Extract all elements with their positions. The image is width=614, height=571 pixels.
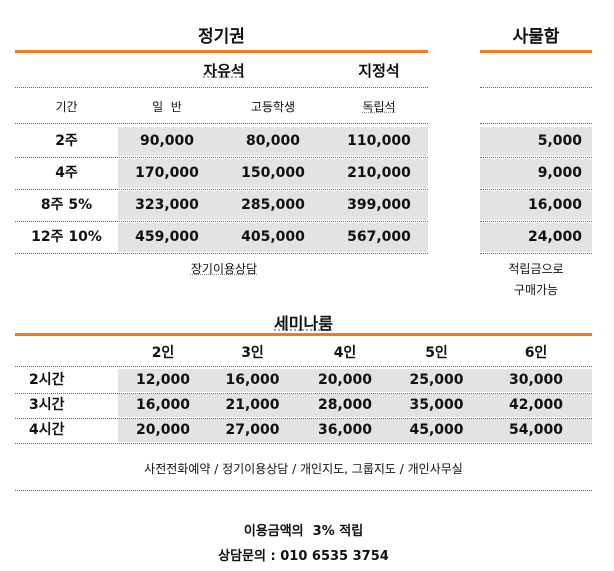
col-private-header: 독립석: [362, 100, 396, 114]
seminar-title: 세미나룸: [274, 314, 333, 333]
footer-contact: 상담문의 : 010 6535 3754: [218, 549, 389, 564]
seminar-header-cell: 3인: [241, 345, 264, 361]
pass-cell-general: 459,000: [118, 223, 216, 252]
locker-price: 16,000: [480, 191, 592, 220]
pass-cell-general: 90,000: [118, 127, 216, 156]
row-divider: [15, 189, 428, 190]
pass-note: 장기이용상담: [190, 262, 258, 276]
pass-cell-period: 2주: [55, 133, 78, 149]
col-period-header: 기간: [55, 100, 78, 114]
seminar-price-cell: 45,000: [393, 419, 480, 442]
pass-cell-student: 285,000: [216, 191, 330, 220]
seminar-header-cell: 5인: [425, 345, 448, 361]
seminar-price-cell: 27,000: [208, 419, 297, 442]
pass-cell-general: 323,000: [118, 191, 216, 220]
pass-cell-private: 110,000: [330, 127, 428, 156]
locker-zone-divider: [480, 87, 592, 88]
footer-reward: 이용금액의 3% 적립: [243, 524, 364, 539]
zone-fixed-label: 지정석: [358, 62, 400, 80]
seminar-time-cell: 2시간: [29, 372, 65, 388]
locker-title-rule: [480, 50, 592, 53]
pass-cell-period: 8주 5%: [40, 197, 93, 213]
locker-row-divider: [480, 189, 592, 190]
seminar-price-cell: 28,000: [297, 394, 393, 417]
seminar-header-cell: 4인: [333, 345, 357, 361]
pass-cell-student: 150,000: [216, 159, 330, 188]
locker-price: 9,000: [480, 159, 592, 188]
seminar-note: 사전전화예약 / 정기이용상담 / 개인지도, 그룹지도 / 개인사무실: [144, 462, 463, 476]
seminar-price-cell: 54,000: [480, 419, 592, 442]
seminar-price-cell: 35,000: [393, 394, 480, 417]
seminar-price-cell: 21,000: [208, 394, 297, 417]
seminar-price-cell: 30,000: [480, 369, 592, 392]
seminar-price-cell: 16,000: [118, 394, 208, 417]
seminar-header-cell: 2인: [151, 345, 175, 361]
seminar-title-rule: [15, 333, 592, 336]
zone-free-label: 자유석: [203, 62, 245, 80]
pass-cell-period: 12주 10%: [31, 229, 102, 245]
seminar-row-divider: [15, 418, 592, 419]
locker-note-line2: 구매가능: [513, 283, 559, 297]
col-student-header: 고등학생: [250, 100, 296, 114]
locker-header-divider: [480, 123, 592, 124]
locker-price: 5,000: [480, 127, 592, 156]
locker-row-divider: [480, 253, 592, 254]
seminar-time-cell: 4시간: [29, 422, 65, 438]
seminar-price-cell: 12,000: [118, 369, 208, 392]
pass-cell-student: 80,000: [216, 127, 330, 156]
pass-cell-student: 405,000: [216, 223, 330, 252]
seminar-row-divider: [15, 443, 592, 444]
row-divider: [15, 253, 428, 254]
pass-cell-private: 399,000: [330, 191, 428, 220]
seminar-header-divider: [15, 366, 592, 367]
pass-cell-period: 4주: [55, 165, 78, 181]
locker-row-divider: [480, 157, 592, 158]
locker-note-line1: 적립금으로: [508, 262, 564, 276]
seminar-row-divider: [15, 393, 592, 394]
seminar-price-cell: 20,000: [118, 419, 208, 442]
seminar-price-cell: 42,000: [480, 394, 592, 417]
seminar-price-cell: 25,000: [393, 369, 480, 392]
pass-cell-private: 210,000: [330, 159, 428, 188]
header-divider: [15, 123, 428, 124]
seminar-price-cell: 20,000: [297, 369, 393, 392]
seminar-note-divider: [15, 490, 592, 491]
pass-title-rule: [15, 50, 428, 53]
pass-title: 정기권: [198, 27, 245, 47]
locker-row-divider: [480, 221, 592, 222]
pass-cell-private: 567,000: [330, 223, 428, 252]
col-general-header: 일 반: [152, 100, 182, 114]
pass-cell-general: 170,000: [118, 159, 216, 188]
locker-price: 24,000: [480, 223, 592, 252]
seminar-header-cell: 6인: [524, 345, 548, 361]
row-divider: [15, 221, 428, 222]
seminar-time-cell: 3시간: [29, 397, 65, 413]
row-divider: [15, 157, 428, 158]
seminar-price-cell: 36,000: [297, 419, 393, 442]
locker-title: 사물함: [512, 27, 560, 47]
zone-divider: [15, 87, 428, 88]
seminar-price-cell: 16,000: [208, 369, 297, 392]
